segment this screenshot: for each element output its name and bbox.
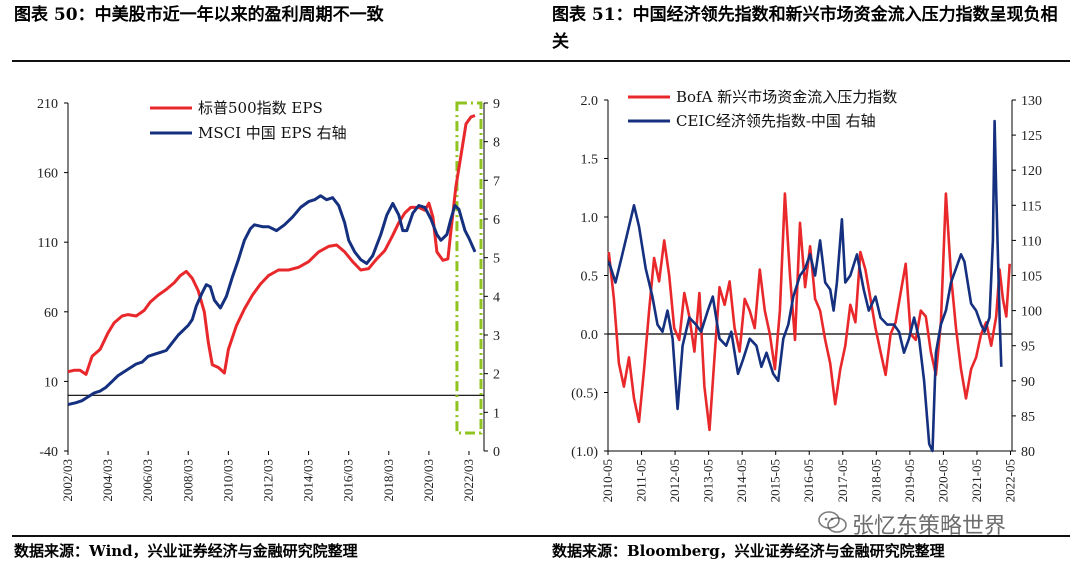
left-y-tick-label: 1.0 [581,211,599,226]
x-tick-label: 2014/03 [301,459,316,502]
x-tick-label: 2010-05 [600,459,615,502]
right-y-tick-label: 5 [493,252,500,267]
right-y-tick-label: 0 [493,445,500,460]
right-y-tick-label: 110 [1021,234,1041,249]
right-y-tick-label: 105 [1021,270,1042,285]
x-tick-label: 2018-05 [868,459,883,502]
x-tick-label: 2008/03 [180,459,195,502]
right-y-tick-label: 2 [493,368,500,383]
x-tick-label: 2016/03 [341,459,356,502]
top-rule [12,60,1070,62]
right-y-tick-label: 130 [1021,94,1042,109]
sp500-eps-line [67,114,476,376]
left-y-tick-label: 60 [44,306,58,321]
right-source-note: 数据来源：Bloomberg，兴业证券经济与金融研究院整理 [552,542,945,560]
left-y-tick-label: 0.5 [581,270,599,285]
x-tick-label: 2002/03 [60,459,75,502]
right-y-tick-label: 6 [493,213,500,228]
right-y-tick-label: 3 [493,329,500,344]
msci-china-eps-line [67,194,477,407]
left-chart: -40 10 60 110 160 210 0 1 2 3 4 5 6 7 8 9 2002/03 2004/03… [37,97,500,502]
legend-label: MSCI 中国 EPS 右轴 [198,124,347,142]
x-tick-label: 2019-05 [902,459,917,502]
x-tick-label: 2020-05 [935,459,950,502]
legend-label: BofA 新兴市场资金流入压力指数 [676,88,897,106]
left-y-tick-label: 10 [44,375,58,390]
x-tick-label: 2020/03 [421,459,436,502]
x-tick-label: 2013-05 [701,459,716,502]
right-y-tick-label: 1 [493,406,500,421]
right-y-tick-label: 125 [1021,129,1042,144]
legend-label: 标普500指数 EPS [198,99,323,117]
x-tick-label: 2021-05 [969,459,984,502]
x-tick-label: 2022/03 [461,459,476,502]
x-tick-label: 2012-05 [667,459,682,502]
x-tick-label: 2011-05 [634,459,649,502]
right-y-tick-label: 90 [1021,375,1035,390]
bofa-em-pressure-line [607,192,1011,432]
left-y-tick-label: 2.0 [581,94,599,109]
left-y-tick-label: (0.5) [571,387,598,402]
wechat-icon [818,511,847,533]
x-tick-label: 2017-05 [835,459,850,502]
x-tick-label: 2014-05 [734,459,749,502]
right-y-tick-label: 9 [493,97,500,112]
left-y-tick-label: (1.0) [571,445,598,460]
left-y-tick-label: 110 [38,236,58,251]
right-y-tick-label: 95 [1021,340,1035,355]
right-y-tick-label: 100 [1021,305,1042,320]
right-y-tick-label: 120 [1021,164,1042,179]
right-y-tick-label: 115 [1021,199,1041,214]
right-y-tick-label: 7 [493,174,500,189]
watermark-text: 张忆东策略世界 [852,514,1007,539]
x-tick-label: 2015-05 [768,459,783,502]
bottom-rule [12,535,1070,537]
x-tick-label: 2004/03 [100,459,115,502]
right-y-tick-label: 4 [493,290,500,305]
x-tick-label: 2010/03 [220,459,235,502]
right-y-tick-label: 8 [493,136,500,151]
right-y-tick-label: 80 [1021,445,1035,460]
x-tick-label: 2006/03 [140,459,155,502]
x-tick-label: 2016-05 [801,459,816,502]
left-y-tick-label: 210 [37,97,58,112]
highlight-box [455,101,483,435]
right-y-tick-label: 85 [1021,410,1035,425]
ceic-china-leading-line [607,119,1003,453]
right-chart: (1.0) (0.5) 0.0 0.5 1.0 1.5 2.0 80 85 90 95 100 105 1… [571,88,1042,502]
right-chart-title: 图表 51：中国经济领先指数和新兴市场资金流入压力指数呈现负相关 [552,5,1058,52]
left-y-tick-label: 160 [37,167,58,182]
legend-label: CEIC经济领先指数-中国 右轴 [676,112,876,130]
x-tick-label: 2022-05 [1002,459,1017,502]
left-chart-title: 图表 50：中美股市近一年以来的盈利周期不一致 [14,5,384,25]
left-y-tick-label: 1.5 [581,153,599,168]
left-y-tick-label: 0.0 [581,328,599,343]
left-y-tick-label: -40 [39,445,58,460]
left-source-note: 数据来源：Wind，兴业证券经济与金融研究院整理 [14,542,358,560]
x-tick-label: 2012/03 [260,459,275,502]
x-tick-label: 2018/03 [381,459,396,502]
